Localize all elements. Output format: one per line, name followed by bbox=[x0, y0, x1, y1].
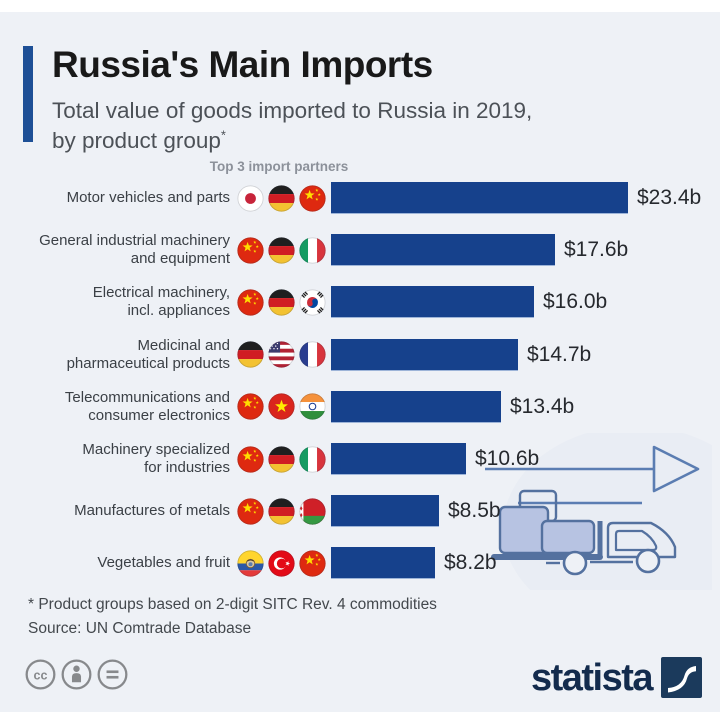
no-derivatives-icon bbox=[97, 659, 128, 690]
attribution-icon bbox=[61, 659, 92, 690]
flag-ecuador-icon bbox=[237, 550, 264, 577]
flag-japan-icon bbox=[237, 184, 264, 212]
partner-flags bbox=[230, 498, 331, 525]
flag-germany-icon bbox=[268, 237, 295, 264]
chart-row: Motor vehicles and parts $23.4b bbox=[28, 172, 720, 224]
value-label: $23.4b bbox=[637, 186, 702, 210]
statista-logo-icon bbox=[661, 657, 702, 698]
flag-italy-icon bbox=[299, 445, 326, 473]
flag-china-icon bbox=[299, 184, 326, 212]
flag-china-icon bbox=[237, 289, 264, 316]
subtitle-line2: by product group bbox=[52, 127, 221, 153]
flag-vietnam-icon bbox=[268, 393, 295, 420]
svg-text:cc: cc bbox=[34, 668, 48, 682]
value-label: $10.6b bbox=[475, 447, 540, 471]
bottom-white-strip bbox=[0, 712, 720, 720]
flag-belarus-icon bbox=[299, 498, 326, 525]
value-label: $8.5b bbox=[448, 499, 501, 523]
bar bbox=[331, 547, 435, 580]
chart-row: Electrical machinery, incl. appliances $… bbox=[28, 276, 720, 328]
statista-logo-text: statista bbox=[530, 656, 654, 699]
flag-china-icon bbox=[237, 498, 264, 525]
chart-row: Vegetables and fruit $8.2b bbox=[28, 537, 720, 589]
bar bbox=[331, 443, 466, 476]
flag-india-icon bbox=[299, 393, 326, 420]
flag-france-icon bbox=[299, 341, 326, 368]
flag-germany-icon bbox=[268, 184, 295, 212]
value-label: $8.2b bbox=[444, 551, 497, 575]
flag-turkey-icon bbox=[268, 550, 295, 577]
chart-row: Manufactures of metals $8.5b bbox=[28, 485, 720, 537]
subtitle-line1: Total value of goods imported to Russia … bbox=[52, 97, 533, 123]
license-icons: cc bbox=[25, 659, 128, 690]
bar bbox=[331, 495, 439, 528]
row-label: Telecommunications and consumer electron… bbox=[64, 388, 230, 424]
chart-row: Machinery specialized for industries $10.… bbox=[28, 433, 720, 485]
flag-germany-icon bbox=[268, 289, 295, 316]
bar bbox=[331, 390, 501, 423]
row-label: Electrical machinery, incl. appliances bbox=[92, 284, 230, 320]
flag-china-icon bbox=[237, 445, 264, 473]
chart-subtitle: Total value of goods imported to Russia … bbox=[52, 96, 532, 155]
flag-usa-icon bbox=[268, 341, 295, 368]
source-text: Source: UN Comtrade Database bbox=[28, 620, 252, 637]
title-accent-bar bbox=[23, 46, 33, 142]
row-label: Medicinal and pharmaceutical products bbox=[66, 336, 230, 372]
row-label: Machinery specialized for industries bbox=[82, 441, 230, 477]
partner-flags bbox=[230, 289, 331, 316]
partner-flags bbox=[230, 184, 331, 212]
value-label: $16.0b bbox=[543, 290, 608, 314]
partner-flags bbox=[230, 393, 331, 420]
statista-branding: statista bbox=[531, 657, 702, 698]
flag-china-icon bbox=[237, 237, 264, 264]
chart-row: Telecommunications and consumer electron… bbox=[28, 381, 720, 433]
value-label: $14.7b bbox=[527, 342, 592, 366]
flag-italy-icon bbox=[299, 237, 326, 264]
partner-flags bbox=[230, 341, 331, 368]
flag-germany-icon bbox=[268, 498, 295, 525]
bar bbox=[331, 338, 518, 371]
flag-china-icon bbox=[299, 550, 326, 577]
footnote-marker: * bbox=[220, 127, 226, 143]
row-label: Manufactures of metals bbox=[74, 502, 230, 520]
cc-icon: cc bbox=[25, 659, 56, 690]
chart-footer: * Product groups based on 2-digit SITC R… bbox=[28, 593, 437, 641]
partner-flags bbox=[230, 550, 331, 577]
bar bbox=[331, 234, 555, 267]
partner-flags bbox=[230, 237, 331, 264]
bar bbox=[331, 286, 534, 319]
partners-column-header: Top 3 import partners bbox=[209, 159, 349, 174]
value-label: $13.4b bbox=[510, 394, 575, 418]
value-label: $17.6b bbox=[564, 238, 629, 262]
page-title: Russia's Main Imports bbox=[52, 44, 433, 85]
flag-china-icon bbox=[237, 393, 264, 420]
row-label: Motor vehicles and parts bbox=[66, 189, 230, 207]
flag-south-korea-icon bbox=[299, 289, 326, 316]
bar bbox=[331, 182, 628, 215]
chart-header: Russia's Main Imports Total value of goo… bbox=[23, 44, 532, 155]
footnote-text: * Product groups based on 2-digit SITC R… bbox=[28, 596, 437, 613]
bar-chart: Motor vehicles and parts $23.4b General in… bbox=[28, 172, 720, 590]
row-label: Vegetables and fruit bbox=[97, 554, 230, 572]
chart-row: Medicinal and pharmaceutical products $14… bbox=[28, 329, 720, 381]
chart-row: General industrial machinery and equipme… bbox=[28, 224, 720, 276]
row-label: General industrial machinery and equipme… bbox=[39, 232, 230, 268]
flag-germany-icon bbox=[237, 341, 264, 368]
flag-germany-icon bbox=[268, 445, 295, 473]
top-white-strip bbox=[0, 0, 720, 12]
partner-flags bbox=[230, 445, 331, 473]
